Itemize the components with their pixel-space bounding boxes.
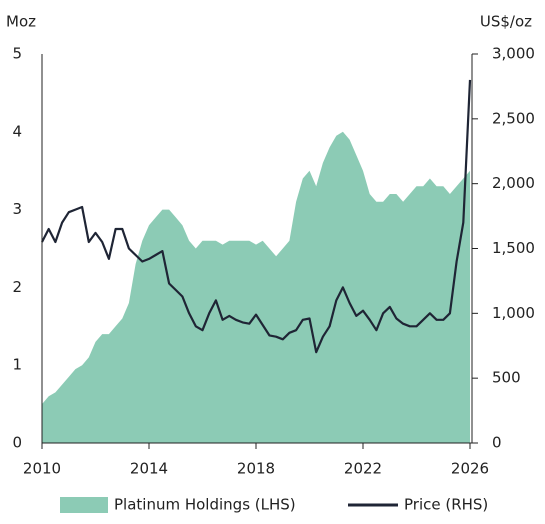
- x-tick-label: 2022: [344, 460, 382, 478]
- y2-tick-label: 1,000: [492, 304, 535, 322]
- holdings-area: [42, 131, 470, 444]
- x-tick-label: 2010: [23, 460, 61, 478]
- legend-swatch: [60, 497, 108, 513]
- y-tick-label: 2: [12, 278, 22, 296]
- x-tick-label: 2014: [130, 460, 168, 478]
- x-tick-label: 2026: [451, 460, 489, 478]
- price-line: [41, 79, 472, 354]
- y2-tick-label: 0: [492, 434, 502, 452]
- y-tick-label: 0: [12, 434, 22, 452]
- y2-tick-label: 3,000: [492, 45, 535, 63]
- legend-label: Price (RHS): [404, 496, 488, 514]
- y-tick-label: 3: [12, 200, 22, 218]
- y2-tick-label: 1,500: [492, 239, 535, 257]
- y2-tick-label: 500: [492, 369, 521, 387]
- x-tick-label: 2018: [237, 460, 275, 478]
- y2-axis-label: US$/oz: [480, 13, 532, 31]
- y2-tick-label: 2,000: [492, 174, 535, 192]
- y-tick-label: 5: [12, 45, 22, 63]
- y2-tick-label: 2,500: [492, 109, 535, 127]
- legend-label: Platinum Holdings (LHS): [114, 496, 296, 514]
- y-tick-label: 1: [12, 356, 22, 374]
- y-tick-label: 4: [12, 122, 22, 140]
- y-axis-label: Moz: [6, 13, 36, 31]
